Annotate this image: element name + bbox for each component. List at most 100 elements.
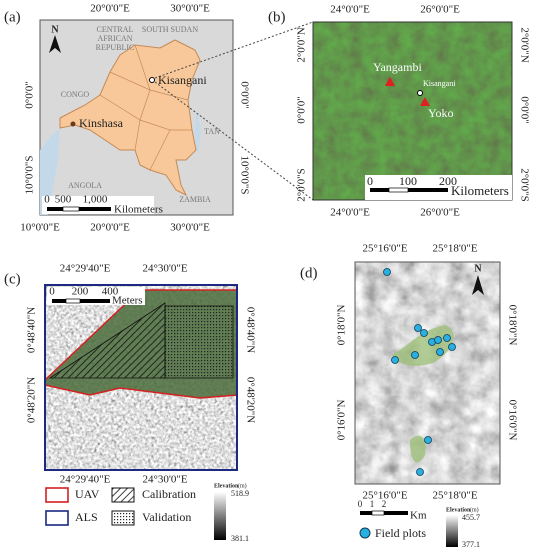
- elevation-title: Elevation: [214, 483, 239, 489]
- right-tick-label: 0°18'0"N: [506, 305, 518, 346]
- map-b-frame: [312, 21, 513, 201]
- elevation-max: 455.7: [462, 513, 480, 522]
- scale-label: 1,000: [83, 194, 108, 206]
- scale-label: 0: [49, 286, 55, 298]
- bottom-tick-label: 10°0'0"E: [20, 222, 60, 234]
- city-label: Kinshasa: [79, 116, 124, 130]
- elevation-min: 381.1: [231, 534, 249, 543]
- scale-seg: [388, 187, 409, 193]
- scale-label: 0: [44, 194, 50, 206]
- country-label: AFRICAN: [97, 34, 132, 43]
- scale-unit: Meters: [112, 295, 143, 307]
- left-tick-label: 10°0'0"S: [24, 156, 36, 195]
- place-label: Yoko: [428, 106, 453, 120]
- top-tick-label: 30°0'0"E: [170, 3, 210, 15]
- map-d-image: [355, 262, 500, 484]
- provinces: [99, 44, 192, 171]
- left-tick-label: 2°0'0"S: [296, 168, 308, 202]
- country-label: ANGOLA: [68, 181, 102, 190]
- validation-area: [164, 305, 234, 379]
- scale-seg: [52, 299, 66, 303]
- country-label: REPUBLIC: [96, 43, 135, 52]
- top-tick-label: 20°0'0"E: [90, 3, 130, 15]
- top-tick-label: 24°29'40"E: [60, 263, 111, 275]
- city-dot: [149, 77, 155, 83]
- scale-label: 500: [55, 194, 72, 206]
- scale-seg: [384, 511, 408, 515]
- legend-label: Validation: [142, 510, 191, 524]
- right-tick-label: 0°0'0": [518, 96, 530, 123]
- right-tick-label: 2°0'0"N: [518, 27, 530, 62]
- right-tick-label: 0°16'0"N: [506, 400, 518, 441]
- panel-label: (a): [4, 9, 21, 25]
- top-tick-label: 24°30'0"E: [142, 263, 187, 275]
- place-label: Kisangani: [423, 79, 456, 88]
- bottom-tick-label: 24°29'40"E: [60, 474, 111, 486]
- bottom-tick-label: 24°30'0"E: [142, 474, 187, 486]
- scale-seg: [80, 299, 110, 303]
- left-tick-label: 2°0'0"N: [296, 27, 308, 62]
- scale-seg: [360, 511, 372, 515]
- top-tick-label: 25°18'0"E: [432, 243, 477, 255]
- legend-swatch: [45, 510, 69, 526]
- scale-seg: [371, 510, 385, 516]
- top-tick-label: 26°0'0"E: [420, 4, 460, 16]
- left-tick-label: 0°18'0"N: [336, 305, 348, 346]
- site-marker: [420, 97, 430, 106]
- country-label: CENTRAL: [97, 25, 134, 34]
- scale-seg: [47, 207, 63, 211]
- als-outline: [44, 284, 238, 471]
- forest-patch: [392, 325, 454, 463]
- panel-label: (b): [268, 9, 286, 25]
- scale-bg: [365, 175, 512, 200]
- country-label: TAN: [204, 127, 220, 136]
- drc: [59, 39, 201, 197]
- scale-seg: [370, 188, 389, 192]
- scale-label: 200: [72, 286, 89, 298]
- city-dot: [417, 90, 423, 96]
- north-label: N: [474, 263, 482, 274]
- scale-label: 100: [399, 174, 417, 188]
- right-tick-label: 0°48'20"N: [244, 377, 256, 423]
- bottom-tick-label: 26°0'0"E: [420, 207, 460, 219]
- legend-swatch: [45, 487, 69, 503]
- elevation-ramp: [214, 492, 226, 540]
- elevation-unit: (m): [238, 482, 247, 489]
- city-label: Kisangani: [158, 73, 207, 87]
- legend-swatch: [111, 487, 135, 503]
- right-tick-label: 10°0'0"S: [238, 156, 250, 195]
- scale-seg: [62, 206, 80, 212]
- scale-seg: [79, 207, 111, 211]
- left-tick-label: 0°0'0": [296, 96, 308, 123]
- legend-label: Calibration: [142, 487, 196, 501]
- scale-label: 200: [439, 174, 457, 188]
- elevation-title: Elevation: [446, 507, 471, 513]
- legend-label: ALS: [75, 510, 98, 524]
- scale-label: 1: [370, 499, 375, 509]
- elevation-max: 518.9: [231, 489, 249, 498]
- left-tick-label: 0°48'40"N: [26, 307, 38, 353]
- right-tick-label: 0°0'0": [238, 81, 250, 108]
- elevation-unit: (m): [470, 506, 479, 513]
- scale-label: 0: [367, 174, 373, 188]
- scale-seg: [408, 188, 448, 192]
- north-label: N: [51, 24, 59, 35]
- bottom-tick-label: 24°0'0"E: [330, 207, 370, 219]
- scale-seg: [65, 298, 81, 304]
- north-arrow: [472, 275, 484, 295]
- lake: [194, 110, 201, 155]
- bottom-tick-label: 30°0'0"E: [170, 222, 210, 234]
- uav-outline: [44, 289, 238, 399]
- top-tick-label: 25°16'0"E: [362, 243, 407, 255]
- right-tick-label: 0°48'40"N: [244, 307, 256, 353]
- left-tick-label: 0°16'0"N: [336, 400, 348, 441]
- elevation-ramp: [446, 515, 458, 547]
- site-marker: [385, 77, 395, 86]
- legend-label: Field plots: [375, 526, 426, 540]
- panel-label: (d): [300, 265, 318, 281]
- left-tick-label: 0°0'0": [24, 81, 36, 108]
- bottom-tick-label: 25°16'0"E: [362, 490, 407, 502]
- top-tick-label: 24°0'0"E: [330, 4, 370, 16]
